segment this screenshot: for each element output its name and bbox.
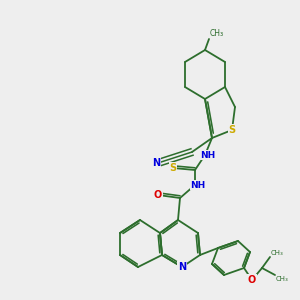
Text: N: N: [178, 262, 186, 272]
Text: NH: NH: [200, 151, 216, 160]
Text: O: O: [154, 190, 162, 200]
Text: O: O: [248, 275, 256, 285]
Text: S: S: [228, 125, 236, 135]
Text: CH₃: CH₃: [271, 250, 284, 256]
Text: S: S: [169, 163, 177, 173]
Text: N: N: [152, 158, 160, 168]
Text: CH₃: CH₃: [276, 276, 289, 282]
Text: CH₃: CH₃: [210, 29, 224, 38]
Text: NH: NH: [190, 181, 206, 190]
